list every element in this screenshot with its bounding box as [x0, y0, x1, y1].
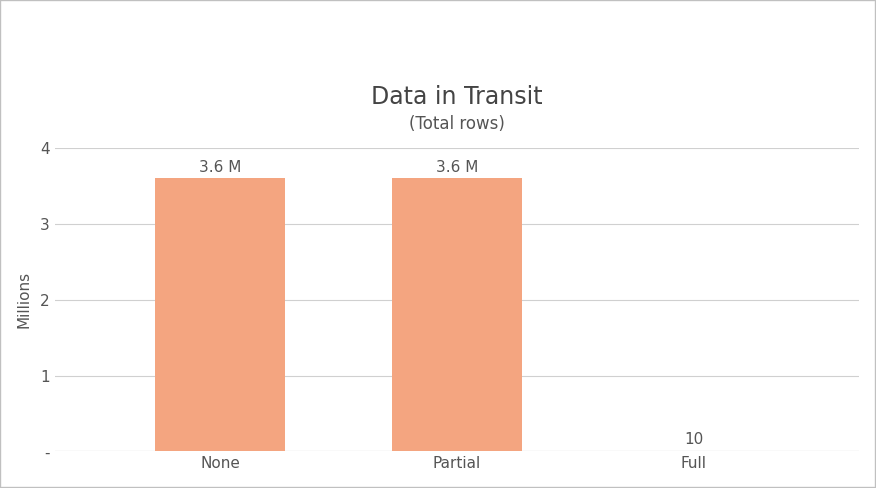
Text: 10: 10: [684, 432, 703, 447]
Text: 3.6 M: 3.6 M: [199, 161, 242, 175]
Bar: [392, 179, 522, 451]
Text: Data in Transit: Data in Transit: [371, 84, 543, 109]
Bar: [155, 179, 286, 451]
Y-axis label: Millions: Millions: [17, 271, 32, 328]
Text: 3.6 M: 3.6 M: [435, 161, 478, 175]
Text: (Total rows): (Total rows): [409, 115, 505, 133]
